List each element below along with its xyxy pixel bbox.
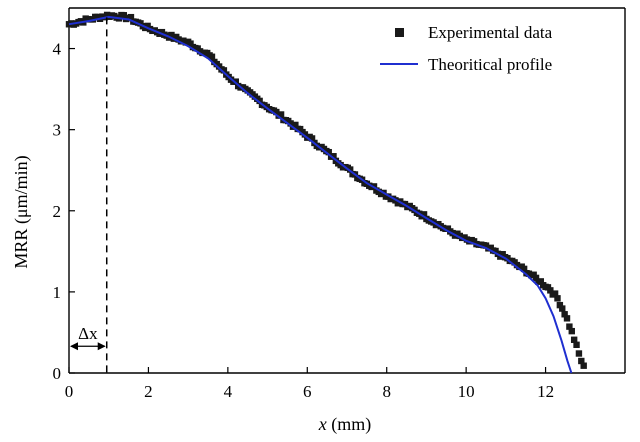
y-axis-title: MRR (μm/min) bbox=[11, 155, 32, 268]
y-tick-label: 3 bbox=[53, 121, 62, 140]
x-tick-label: 2 bbox=[144, 382, 153, 401]
experimental-data-point bbox=[532, 274, 540, 282]
experimental-data-point bbox=[563, 315, 571, 322]
experimental-data-point bbox=[208, 53, 216, 60]
theoretical-profile-line bbox=[68, 15, 573, 374]
experimental-data-point bbox=[570, 336, 578, 343]
delta-x-arrowhead-right bbox=[97, 342, 106, 351]
legend-label-theoretical: Theoritical profile bbox=[428, 55, 552, 74]
experimental-data-point bbox=[568, 327, 575, 335]
y-tick-label: 0 bbox=[53, 364, 62, 383]
x-ticks: 0 2 4 6 8 10 12 bbox=[65, 367, 554, 401]
experimental-data-point bbox=[127, 13, 135, 21]
experimental-data-point bbox=[559, 305, 566, 312]
experimental-data-point bbox=[273, 108, 280, 116]
delta-x-annotation: Δx bbox=[70, 17, 108, 373]
experimental-data-point bbox=[578, 357, 585, 365]
experimental-data-point bbox=[220, 67, 228, 74]
legend-marker-experimental bbox=[395, 28, 404, 37]
experimental-data-point bbox=[325, 148, 332, 156]
plot-area bbox=[68, 7, 626, 374]
experimental-data-point bbox=[573, 341, 580, 348]
experimental-data-point bbox=[566, 323, 573, 330]
experimental-data-point bbox=[554, 295, 561, 302]
experimental-data-point bbox=[580, 362, 587, 369]
delta-x-arrowhead-left bbox=[70, 342, 78, 351]
experimental-data-point bbox=[556, 301, 564, 309]
experimental-data-point bbox=[561, 311, 568, 318]
experimental-data-point bbox=[346, 166, 354, 173]
experimental-data-point bbox=[547, 287, 554, 294]
x-tick-label: 8 bbox=[382, 382, 391, 401]
experimental-data-point bbox=[292, 121, 299, 129]
experimental-data-point bbox=[420, 211, 428, 218]
y-tick-label: 4 bbox=[53, 40, 62, 59]
experimental-data-point bbox=[551, 290, 559, 297]
series-layer bbox=[65, 11, 587, 374]
delta-x-label: Δx bbox=[78, 324, 98, 343]
experimental-data-point bbox=[277, 111, 285, 118]
experimental-data-point bbox=[537, 278, 545, 285]
experimental-data-point bbox=[301, 131, 309, 138]
experimental-data-point bbox=[120, 12, 128, 19]
legend: Experimental data Theoritical profile bbox=[380, 23, 553, 74]
x-tick-label: 0 bbox=[65, 382, 74, 401]
x-tick-label: 6 bbox=[303, 382, 312, 401]
x-tick-label: 12 bbox=[537, 382, 554, 401]
experimental-data-point bbox=[287, 120, 294, 127]
legend-label-experimental: Experimental data bbox=[428, 23, 553, 42]
x-axis-unit: (mm) bbox=[327, 414, 372, 435]
y-tick-label: 2 bbox=[53, 202, 62, 221]
experimental-data-point bbox=[308, 135, 316, 142]
experimental-data-point bbox=[187, 40, 194, 47]
x-axis-var: x bbox=[318, 414, 327, 434]
experimental-data-point bbox=[330, 153, 337, 160]
experimental-data-point bbox=[520, 265, 528, 273]
y-tick-label: 1 bbox=[53, 283, 62, 302]
x-tick-label: 10 bbox=[458, 382, 475, 401]
y-ticks: 0 1 2 3 4 bbox=[53, 40, 75, 383]
experimental-data-point bbox=[168, 31, 175, 39]
x-tick-label: 4 bbox=[224, 382, 233, 401]
x-axis-title: x (mm) bbox=[318, 414, 372, 435]
experimental-data-point bbox=[256, 97, 263, 105]
experimental-data-point bbox=[575, 350, 583, 357]
